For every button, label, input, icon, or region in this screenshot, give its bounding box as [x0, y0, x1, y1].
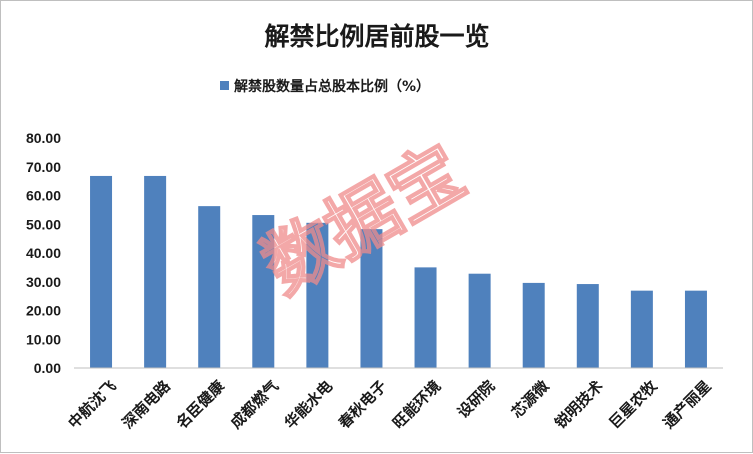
y-tick-label: 40.00	[26, 245, 61, 261]
x-category-label: 通产丽星	[660, 377, 715, 432]
bar	[144, 175, 167, 368]
x-category-label: 巨星农牧	[605, 376, 661, 432]
bar	[198, 206, 221, 368]
legend-label: 解禁股数量占总股本比例（%）	[234, 78, 430, 95]
legend: 解禁股数量占总股本比例（%）	[220, 78, 430, 95]
bars	[90, 175, 707, 368]
y-tick-label: 70.00	[26, 159, 61, 175]
bar	[576, 284, 599, 368]
chart-title: 解禁比例居前股一览	[264, 22, 489, 51]
bar	[522, 282, 545, 368]
y-tick-label: 60.00	[26, 188, 61, 204]
bar	[252, 215, 275, 368]
y-tick-label: 80.00	[26, 130, 61, 146]
y-tick-label: 10.00	[26, 331, 61, 347]
x-category-label: 华能水电	[281, 377, 336, 432]
x-category-label: 深南电路	[119, 376, 175, 432]
x-category-label: 成都燃气	[227, 377, 282, 432]
bar	[414, 267, 437, 368]
legend-swatch	[220, 81, 229, 90]
bar	[360, 229, 383, 368]
y-tick-label: 30.00	[26, 274, 61, 290]
y-axis: 0.00 10.00 20.00 30.00 40.00 50.00 60.00 70.00 8…	[26, 130, 61, 376]
bar	[468, 273, 491, 368]
x-category-label: 名臣健康	[173, 376, 229, 432]
bar	[630, 290, 653, 368]
bar	[306, 222, 329, 368]
bar	[684, 290, 707, 368]
y-tick-label: 0.00	[34, 360, 61, 376]
x-category-label: 锐明技术	[551, 377, 606, 432]
y-tick-label: 20.00	[26, 303, 61, 319]
x-category-label: 春秋电子	[335, 377, 390, 432]
x-category-label: 中航沈飞	[65, 377, 120, 432]
y-tick-label: 50.00	[26, 216, 61, 232]
bar	[90, 175, 113, 368]
x-category-label: 旺能环境	[389, 377, 444, 432]
x-category-label: 芯源微	[508, 376, 553, 421]
x-category-label: 设研院	[454, 377, 499, 422]
